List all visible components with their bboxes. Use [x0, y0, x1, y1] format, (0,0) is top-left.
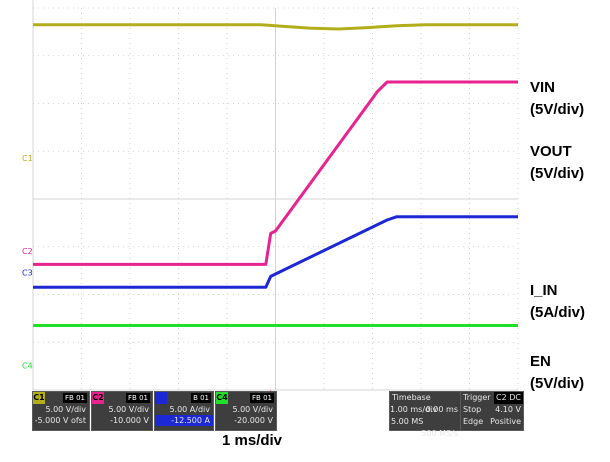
- grid: [32, 0, 519, 391]
- trigger-box[interactable]: Trigger C2 DC Stop 4.10 V Edge Positive: [460, 391, 524, 431]
- trace-vin: [33, 23, 518, 31]
- oscilloscope-screen: C1 C2 C3 C4: [22, 0, 519, 396]
- trace-vout: [33, 80, 518, 266]
- label-vout: VOUT (5V/div): [530, 143, 585, 182]
- coupling-icon: B 01: [191, 393, 211, 403]
- label-en: EN (5V/div): [530, 353, 585, 392]
- channel-marker: C3: [22, 268, 33, 277]
- channel-tag: C4: [216, 392, 228, 404]
- label-iin: I_IN (5A/div): [530, 282, 586, 321]
- timebase-box[interactable]: Timebase 0.00 ms 1.00 ms/div 5.00 MS 500…: [389, 391, 461, 438]
- channel-box-c4[interactable]: C4 FB 01 5.00 V/div -20.000 V: [215, 391, 277, 431]
- time-scale-label: 1 ms/div: [222, 432, 283, 449]
- channel-marker: C1: [22, 154, 33, 163]
- channel-tag: C2: [92, 392, 104, 404]
- channel-box-c2[interactable]: C2 FB 01 5.00 V/div -10.000 V: [91, 391, 153, 431]
- coupling-icon: FB 01: [63, 393, 87, 403]
- channel-box-c3[interactable]: C3 B 01 5.00 A/div -12.500 A: [154, 391, 214, 431]
- channel-box-c1[interactable]: C1 FB 01 5.00 V/div -5.000 V ofst: [32, 391, 90, 431]
- trace-i-in: [33, 215, 518, 289]
- coupling-icon: FB 01: [126, 393, 150, 403]
- channel-marker: C2: [22, 247, 33, 256]
- channel-tag: C1: [33, 392, 45, 404]
- traces: [33, 23, 518, 327]
- label-vin: VIN (5V/div): [530, 79, 585, 118]
- channel-tag: C3: [155, 392, 167, 404]
- channel-marker: C4: [22, 362, 33, 371]
- coupling-icon: FB 01: [250, 393, 274, 403]
